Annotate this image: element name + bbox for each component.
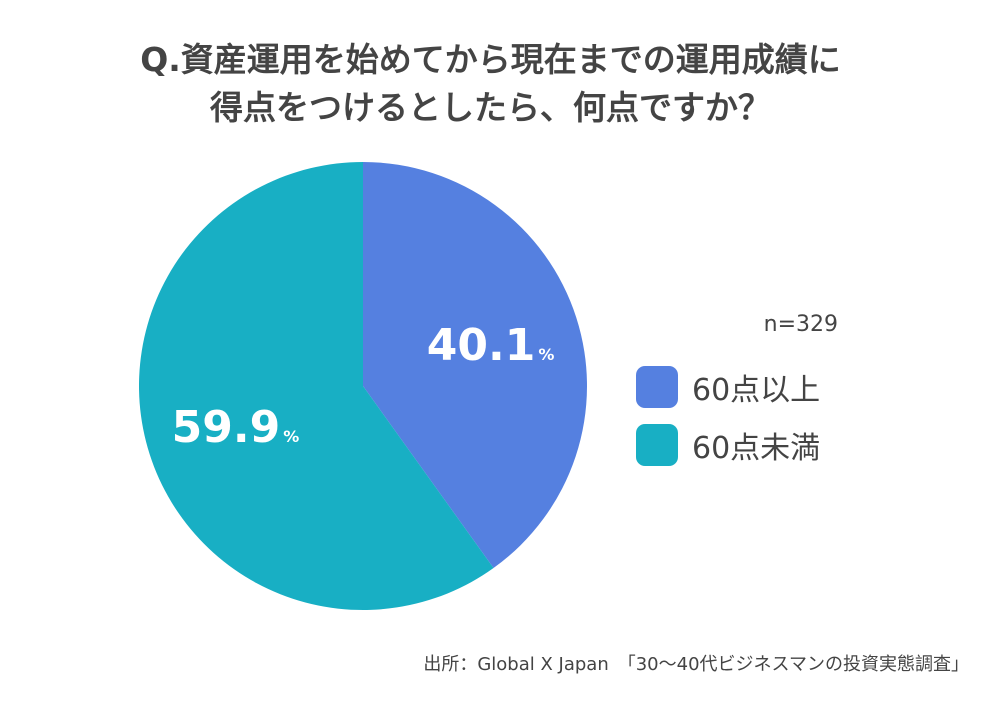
- pie-slice-60-or-above: [363, 162, 588, 569]
- chart-title-line-1: Q.資産運用を始めてから現在までの運用成績に: [140, 40, 841, 79]
- pie-label-60-or-above: 40.1%: [427, 320, 555, 371]
- legend-item-60-or-above: 60点以上: [636, 364, 820, 410]
- chart-title: Q.資産運用を始めてから現在までの運用成績に 得点をつけるとしたら、何点ですか？: [0, 36, 981, 132]
- pie-label-below-60: 59.9%: [172, 402, 300, 453]
- legend-swatch-blue: [636, 366, 678, 408]
- legend: 60点以上 60点未満: [636, 364, 820, 480]
- legend-swatch-teal: [636, 424, 678, 466]
- pie-slice-below-60: [139, 162, 494, 610]
- sample-size-label: n=329: [763, 312, 838, 337]
- legend-label-60-or-above: 60点以上: [692, 373, 821, 408]
- chart-title-line-2: 得点をつけるとしたら、何点ですか？: [210, 88, 771, 127]
- legend-label-below-60: 60点未満: [692, 431, 821, 466]
- legend-item-below-60: 60点未満: [636, 422, 820, 468]
- source-note: 出所：Global X Japan 「30〜40代ビジネスマンの投資実態調査」: [423, 654, 969, 675]
